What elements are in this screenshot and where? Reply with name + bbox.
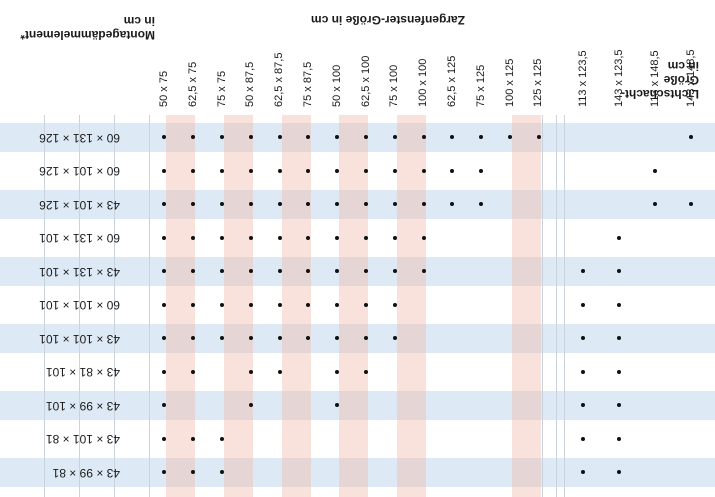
mount-dot (617, 235, 621, 240)
column-stripe (396, 115, 426, 497)
availability-dot (421, 202, 426, 207)
row-label: 43 × 99 × 81 (52, 466, 120, 480)
row-header-line-3: in cm (667, 59, 699, 73)
availability-dot (277, 202, 282, 207)
availability-dot (364, 369, 368, 374)
availability-dot (392, 168, 397, 173)
availability-dot (335, 235, 340, 240)
row-label: 60 × 131 × 126 (39, 131, 120, 145)
mount-dot (617, 302, 621, 307)
mount-dot (617, 436, 621, 441)
column-label: 50 x 87,5 (244, 61, 257, 107)
availability-dot (364, 302, 368, 307)
row-header-line-2: Größe (663, 73, 699, 87)
column-header: Zargenfenster-Größe in cm (310, 13, 465, 27)
availability-dot (277, 135, 282, 140)
mount-dot (617, 369, 621, 374)
availability-dot (220, 235, 224, 240)
row-label: 43 × 101 × 81 (45, 432, 120, 447)
availability-dot (277, 302, 282, 307)
availability-dot (191, 302, 196, 307)
column-label: 75 x 100 (388, 64, 401, 107)
availability-dot (248, 235, 253, 240)
availability-dot (421, 135, 426, 140)
availability-dot (392, 235, 397, 240)
separator (542, 115, 543, 497)
column-label: 62,5 x 125 (446, 55, 458, 107)
column-label: 62,5 x 100 (359, 55, 372, 107)
availability-dot (335, 369, 340, 374)
availability-dot (191, 235, 196, 240)
separator (149, 115, 150, 497)
column-label: 75 x 75 (215, 70, 228, 107)
availability-dot (191, 369, 196, 374)
mount-column-label: 113 x 123,5 (577, 50, 589, 107)
row-label: 43 × 131 × 101 (39, 265, 120, 279)
availability-dot (421, 235, 426, 240)
availability-dot (392, 302, 397, 307)
availability-dot (191, 168, 196, 173)
availability-dot (421, 269, 426, 274)
row-label: 60 × 101 × 126 (39, 164, 120, 179)
mount-dot (581, 436, 585, 441)
availability-dot (220, 436, 224, 441)
row-label: 60 × 131 × 101 (39, 231, 120, 246)
column-label: 62,5 x 75 (186, 61, 199, 107)
column-label: 100 x 100 (417, 58, 430, 107)
availability-dot (277, 235, 282, 240)
mount-dot (581, 302, 585, 307)
row-label: 43 × 101 × 101 (39, 332, 120, 346)
availability-dot (421, 168, 426, 173)
availability-dot (220, 168, 224, 173)
column-label: 125 x 125 (532, 58, 545, 107)
row-header-line-1: Lichtschacht- (620, 87, 699, 101)
availability-dot (364, 235, 368, 240)
column-label: 62,5 x 87,5 (273, 52, 286, 107)
row-label: 43 × 101 × 126 (39, 198, 120, 212)
availability-dot (450, 168, 455, 173)
column-label: 75 x 125 (474, 64, 487, 107)
column-label: 50 x 100 (330, 64, 343, 107)
availability-dot (277, 269, 282, 274)
column-label: 50 x 75 (158, 70, 170, 107)
mount-dot (581, 369, 585, 374)
column-stripe (512, 115, 541, 497)
availability-dot (277, 168, 282, 173)
availability-dot (220, 302, 224, 307)
row-header: Lichtschacht- Größe in cm (621, 59, 699, 101)
availability-dot (248, 168, 253, 173)
mount-dot (653, 168, 657, 173)
row-label: 43 × 99 × 101 (45, 399, 120, 413)
availability-dot (364, 168, 368, 173)
row-label: 60 × 101 × 101 (39, 298, 120, 313)
separator (564, 115, 565, 497)
availability-dot (335, 168, 340, 173)
availability-dot (277, 369, 282, 374)
availability-dot (248, 302, 253, 307)
availability-dot (335, 302, 340, 307)
mount-header-line-1: Montagedämmelement* (20, 28, 155, 42)
availability-dot (277, 336, 282, 341)
availability-dot (191, 436, 196, 441)
separator (556, 115, 557, 497)
row-label: 43 × 81 × 101 (45, 365, 120, 380)
mount-header-line-2: in cm (123, 14, 155, 28)
availability-dot (248, 369, 253, 374)
column-label: 100 x 125 (503, 58, 516, 107)
availability-dot (479, 168, 484, 173)
mount-header: Montagedämmelement* in cm (20, 14, 155, 42)
column-label: 75 x 87,5 (302, 61, 314, 107)
